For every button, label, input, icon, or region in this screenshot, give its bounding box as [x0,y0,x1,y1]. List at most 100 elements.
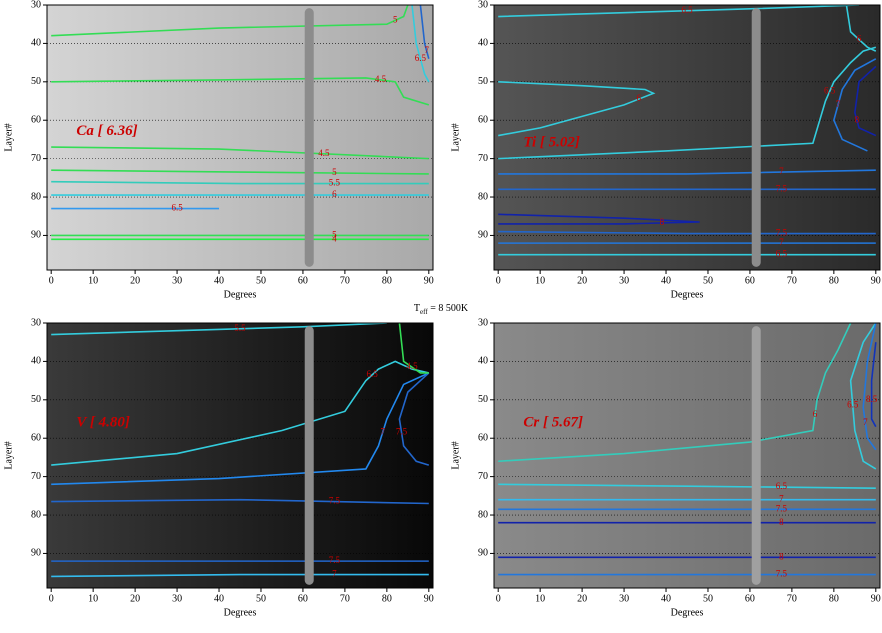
x-tick-label: 20 [130,275,140,286]
contour-label: 6.5 [681,5,693,15]
contour-line [51,169,429,175]
y-tick-label: 90 [478,230,488,241]
plot-bg [47,323,433,588]
x-axis-label: Degrees [671,607,704,618]
figure-label: Teff = 8 500K [414,303,469,315]
contour-label: 7.5 [776,183,788,193]
y-tick-label: 40 [478,38,488,49]
contour-line [51,498,429,505]
plot-bg [47,5,433,270]
y-tick-label: 70 [31,153,41,164]
x-tick-label: 80 [382,593,392,604]
y-tick-label: 90 [31,230,41,241]
y-axis-label: Layer# [450,123,461,151]
x-tick-label: 70 [340,275,350,286]
y-axis-label: Layer# [3,441,14,469]
plot-bg [494,323,880,588]
contour-line [398,372,430,466]
x-tick-label: 50 [256,275,266,286]
contour-line [498,46,877,160]
contour-line [51,573,429,578]
contour-label: 6.5 [776,481,788,491]
contour-label: 7 [863,417,868,427]
contour-label: 8 [779,551,784,561]
x-tick-label: 10 [88,275,98,286]
y-tick-label: 60 [31,433,41,444]
contour-line [849,323,877,470]
contour-label: 4.5 [318,148,330,158]
x-tick-label: 0 [49,593,54,604]
y-tick-label: 50 [478,394,488,405]
x-tick-label: 90 [871,275,881,286]
contour-label: 4 [332,233,337,243]
contour-line [870,342,877,428]
y-tick-label: 30 [31,0,41,10]
x-tick-label: 30 [172,593,182,604]
y-tick-label: 80 [478,509,488,520]
y-tick-label: 70 [478,153,488,164]
contour-label: 7.5 [396,427,408,437]
annotation: Ti [ 5.02] [523,135,580,151]
y-tick-label: 30 [478,317,488,328]
x-tick-label: 60 [298,275,308,286]
contour-label: 5 [393,14,398,24]
x-axis-label: Degrees [224,289,257,300]
contour-label: 5.5 [234,323,246,333]
contour-label: 8.5 [866,394,878,404]
y-tick-label: 80 [31,191,41,202]
x-tick-label: 60 [745,275,755,286]
x-tick-label: 50 [703,593,713,604]
contour-label: 7.5 [776,503,788,513]
contour-label: 8 [779,517,784,527]
annotation: Cr [ 5.67] [523,414,583,430]
x-tick-label: 30 [172,275,182,286]
contour-line [411,5,430,83]
x-tick-label: 70 [340,593,350,604]
contour-line [51,77,430,106]
contour-label: 6.5 [367,369,379,379]
contour-label: 5 [332,229,337,239]
contour-label: 6.5 [824,85,836,95]
y-tick-label: 60 [478,433,488,444]
annotation: Ca [ 6.36] [76,123,137,139]
contour-line [498,483,876,489]
x-tick-label: 80 [829,275,839,286]
x-axis-label: Degrees [224,607,257,618]
y-tick-label: 60 [31,115,41,126]
contour-label: 7.5 [776,569,788,579]
label-sub: eff [420,308,428,316]
y-tick-label: 30 [478,0,488,10]
contour-label: 6.5 [847,400,859,410]
contour-line [498,5,860,18]
y-tick-label: 80 [478,191,488,202]
contour-label: 5 [332,167,337,177]
contour-line [51,146,429,160]
contour-label: 6.5 [415,53,427,63]
contour-label: 7.5 [329,555,341,565]
contour-label: 7 [424,45,429,55]
contour-line [845,5,877,52]
x-tick-label: 10 [88,593,98,604]
y-tick-label: 40 [31,38,41,49]
x-tick-label: 60 [298,593,308,604]
x-tick-label: 0 [496,593,501,604]
x-tick-label: 0 [49,275,54,286]
contour-label: 6 [332,189,337,199]
x-tick-label: 70 [787,275,797,286]
plot-frame [46,4,434,271]
contour-line [51,372,430,486]
contour-label: 7 [779,494,784,504]
y-tick-label: 80 [31,509,41,520]
contour-line [498,81,656,137]
contour-label: 6 [857,34,862,44]
y-tick-label: 50 [31,394,41,405]
plot-bg [494,5,880,270]
label-rest: = 8 500K [428,303,469,314]
contour-line [854,65,877,137]
annotation: V [ 4.80] [76,414,129,430]
contour-label: 5.5 [329,178,341,188]
x-tick-label: 20 [577,593,587,604]
contour-line [862,323,877,451]
contour-label: 8 [855,114,860,124]
